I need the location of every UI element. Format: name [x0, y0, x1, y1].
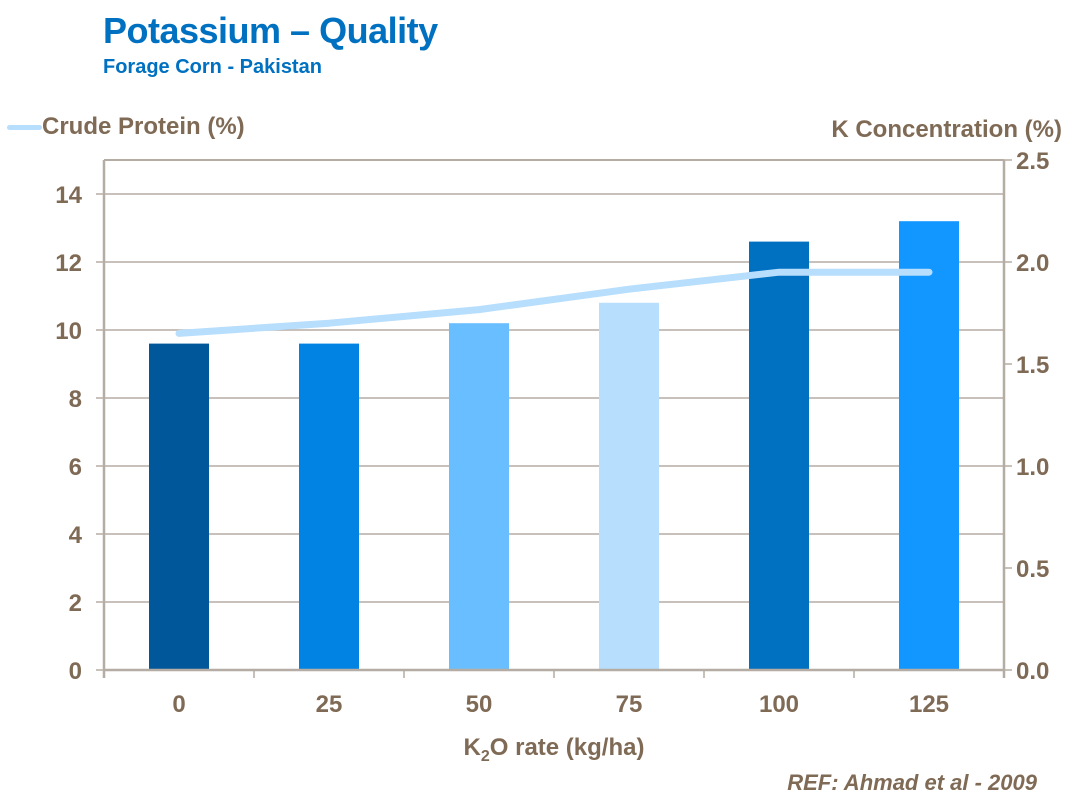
bar-k-concentration	[149, 343, 209, 670]
right-tick-label: 2.5	[1016, 148, 1049, 175]
left-axis-title: Crude Protein (%)	[42, 113, 245, 140]
right-tick-label: 1.5	[1016, 352, 1049, 379]
bar-k-concentration	[599, 302, 659, 670]
x-tick-label: 0	[172, 691, 185, 718]
chart-title: Potassium – Quality	[103, 10, 438, 51]
x-tick-label: 50	[466, 691, 493, 718]
left-tick-label: 10	[55, 318, 82, 345]
chart-subtitle: Forage Corn - Pakistan	[103, 56, 322, 78]
left-tick-label: 0	[69, 658, 82, 685]
left-tick-label: 14	[55, 182, 82, 209]
left-tick-label: 6	[69, 454, 82, 481]
right-tick-label: 2.0	[1016, 250, 1049, 277]
right-tick-label: 1.0	[1016, 454, 1049, 481]
right-axis-title: K Concentration (%)	[831, 116, 1062, 143]
bar-k-concentration	[449, 323, 509, 670]
x-tick-label: 100	[759, 691, 799, 718]
reference-note: REF: Ahmad et al - 2009	[787, 770, 1037, 795]
left-tick-label: 4	[69, 522, 83, 549]
x-axis-title: K2O rate (kg/ha)	[464, 734, 645, 765]
right-tick-label: 0.0	[1016, 658, 1049, 685]
left-tick-label: 2	[69, 590, 82, 617]
x-tick-label: 75	[616, 691, 643, 718]
legend-line-swatch	[7, 125, 42, 130]
x-tick-label: 125	[909, 691, 949, 718]
bar-k-concentration	[899, 221, 959, 670]
left-tick-label: 12	[55, 250, 82, 277]
bar-k-concentration	[749, 241, 809, 670]
right-tick-label: 0.5	[1016, 556, 1049, 583]
left-tick-label: 8	[69, 386, 82, 413]
bar-k-concentration	[299, 343, 359, 670]
line-crude-protein	[175, 268, 933, 337]
x-tick-label: 25	[316, 691, 343, 718]
